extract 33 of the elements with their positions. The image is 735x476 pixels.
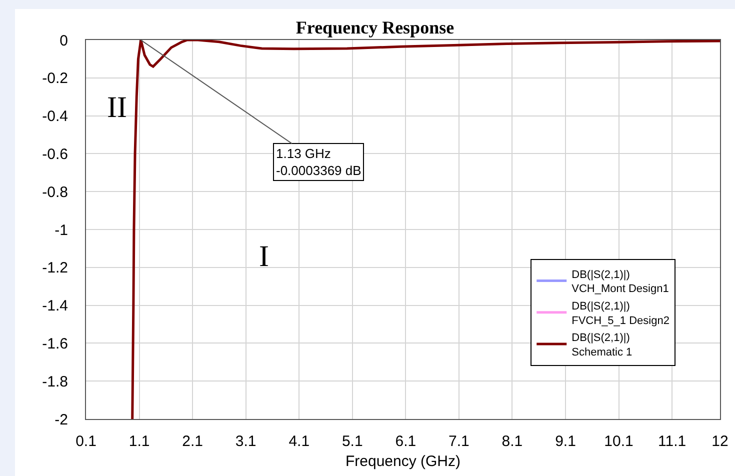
x-tick-label: 6.1	[395, 433, 416, 450]
y-tick-label: -0.8	[42, 184, 68, 201]
x-tick-label: 8.1	[502, 433, 523, 450]
y-tick-label: -2	[54, 411, 68, 428]
annotation: II	[107, 91, 127, 124]
legend-label: DB(|S(2,1)|) Schematic 1	[572, 332, 632, 358]
chart-title: Frequency Response	[296, 17, 454, 38]
annotation: 1.13 GHz -0.0003369 dB	[276, 146, 362, 178]
x-tick-label: 3.1	[235, 433, 256, 450]
line-series	[131, 40, 720, 419]
y-tick-label: -1.4	[42, 298, 68, 315]
x-tick-label: 11.1	[658, 433, 686, 450]
x-tick-label: 12	[712, 433, 728, 450]
x-tick-label: 5.1	[342, 433, 363, 450]
y-tick-label: -1.2	[42, 260, 68, 277]
y-tick-label: -1.8	[42, 373, 68, 390]
y-tick-label: -0.4	[42, 108, 68, 126]
x-tick-label: 1.1	[128, 433, 150, 450]
y-tick-label: 0	[60, 32, 68, 50]
x-tick-label: 10.1	[604, 433, 634, 450]
x-tick-label: 4.1	[288, 433, 310, 450]
legend-label: DB(|S(2,1)|) FVCH_5_1 Design2	[572, 300, 670, 327]
y-tick-label: -0.6	[42, 146, 68, 163]
x-axis-title: Frequency (GHz)	[345, 453, 461, 470]
y-tick-label: -1	[54, 222, 68, 239]
y-tick-label: -0.2	[42, 70, 68, 88]
x-tick-label: 9.1	[555, 433, 576, 450]
x-tick-label: 2.1	[182, 433, 203, 450]
y-tick-label: -1.6	[42, 335, 68, 352]
x-tick-label: 0.1	[76, 433, 96, 450]
annotation: I	[259, 240, 269, 273]
x-tick-label: 7.1	[448, 433, 470, 450]
legend-label: DB(|S(2,1)|) VCH_Mont Design1	[572, 268, 669, 296]
